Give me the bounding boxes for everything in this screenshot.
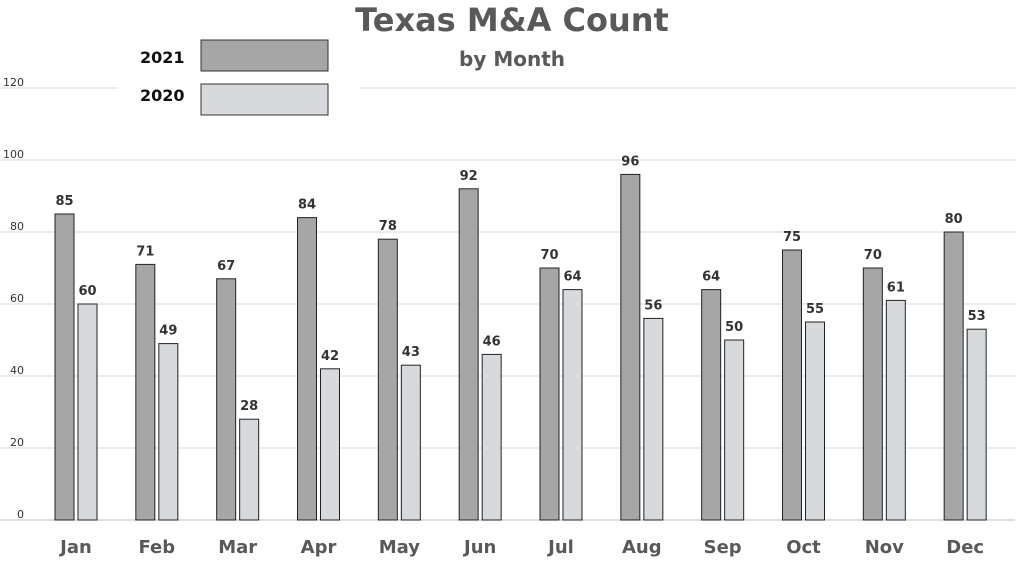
bars [54,173,987,521]
data-label-2021-Feb: 71 [136,244,154,259]
x-category-Sep: Sep [704,537,742,558]
y-tick-label-0: 0 [17,508,24,521]
bar-2020-Jun [481,353,502,521]
data-label-2020-Dec: 53 [968,309,986,324]
data-label-2021-Jan: 85 [55,194,73,209]
x-category-Mar: Mar [218,537,257,558]
y-tick-label-20: 20 [10,436,24,449]
data-label-2021-Dec: 80 [945,212,963,227]
x-category-Apr: Apr [301,537,337,558]
legend: 2021 2020 [118,38,360,118]
data-label-2020-Apr: 42 [321,349,339,364]
data-label-2021-Oct: 75 [783,230,801,245]
data-label-2021-Aug: 96 [621,154,639,169]
bar-2020-Apr [320,368,340,521]
data-label-2021-Sep: 64 [702,270,720,285]
bar-2020-Sep [724,339,745,521]
data-label-2021-Jun: 92 [460,169,478,184]
x-category-Oct: Oct [786,537,821,558]
bar-2020-Feb [158,343,179,521]
bar-2021-Aug [620,173,641,521]
x-category-Feb: Feb [138,537,175,558]
bar-2021-Oct [782,249,802,521]
x-category-Jul: Jul [546,537,574,558]
bar-2020-Mar [239,418,260,521]
y-axis-ticks: 0 20 40 60 80 100 120 [3,76,24,521]
x-category-Jun: Jun [462,537,496,558]
bar-2021-Jun [458,188,479,521]
data-label-2020-Jul: 64 [563,270,581,285]
data-label-2021-Mar: 67 [217,259,235,274]
bar-2020-Jul [562,289,583,521]
bar-2021-Jan [54,213,75,521]
chart-title: Texas M&A Count [355,1,669,39]
bar-2020-Dec [966,328,987,521]
y-tick-label-60: 60 [10,292,24,305]
bar-2021-Sep [701,289,722,521]
y-tick-label-80: 80 [10,220,24,233]
data-label-2020-Oct: 55 [806,302,824,317]
data-labels: 85 60 71 49 67 28 84 42 78 43 92 46 70 64 96 56 64 50 75 55… [55,154,985,414]
data-label-2020-Aug: 56 [644,298,662,313]
x-category-Jan: Jan [58,537,92,558]
legend-label-2020: 2020 [140,86,185,105]
y-tick-label-120: 120 [3,76,24,89]
x-category-Aug: Aug [622,537,662,558]
bar-2021-Feb [135,263,156,521]
legend-swatch-2021 [200,39,329,72]
bar-2021-Mar [216,278,237,521]
chart-subtitle: by Month [459,47,565,71]
y-tick-label-100: 100 [3,148,24,161]
x-category-Dec: Dec [946,537,984,558]
data-label-2020-Mar: 28 [240,399,258,414]
legend-swatch-2020 [200,83,329,116]
bar-2021-Dec [943,231,964,521]
data-label-2020-Nov: 61 [887,280,905,295]
x-axis-categories: Jan Feb Mar Apr May Jun Jul Aug Sep Oct Nov Dec [58,537,984,558]
bar-2021-Apr [297,217,317,521]
bar-2021-Nov [862,267,883,521]
data-label-2021-May: 78 [379,219,397,234]
data-label-2020-Sep: 50 [725,320,743,335]
bar-2021-May [377,238,398,521]
bar-2020-Aug [643,317,664,521]
y-tick-label-40: 40 [10,364,24,377]
data-label-2021-Nov: 70 [864,248,882,263]
legend-label-2021: 2021 [140,48,185,67]
data-label-2020-May: 43 [402,345,420,360]
bar-2020-May [400,364,421,521]
bar-2020-Oct [805,321,825,521]
data-label-2020-Feb: 49 [159,324,177,339]
x-category-Nov: Nov [865,537,904,558]
data-label-2020-Jun: 46 [483,334,501,349]
bar-2021-Jul [539,267,560,521]
data-label-2020-Jan: 60 [78,284,96,299]
bar-2020-Nov [885,299,906,521]
bar-2020-Jan [77,303,98,521]
data-label-2021-Apr: 84 [298,198,316,213]
data-label-2021-Jul: 70 [540,248,558,263]
x-category-May: May [379,537,421,558]
